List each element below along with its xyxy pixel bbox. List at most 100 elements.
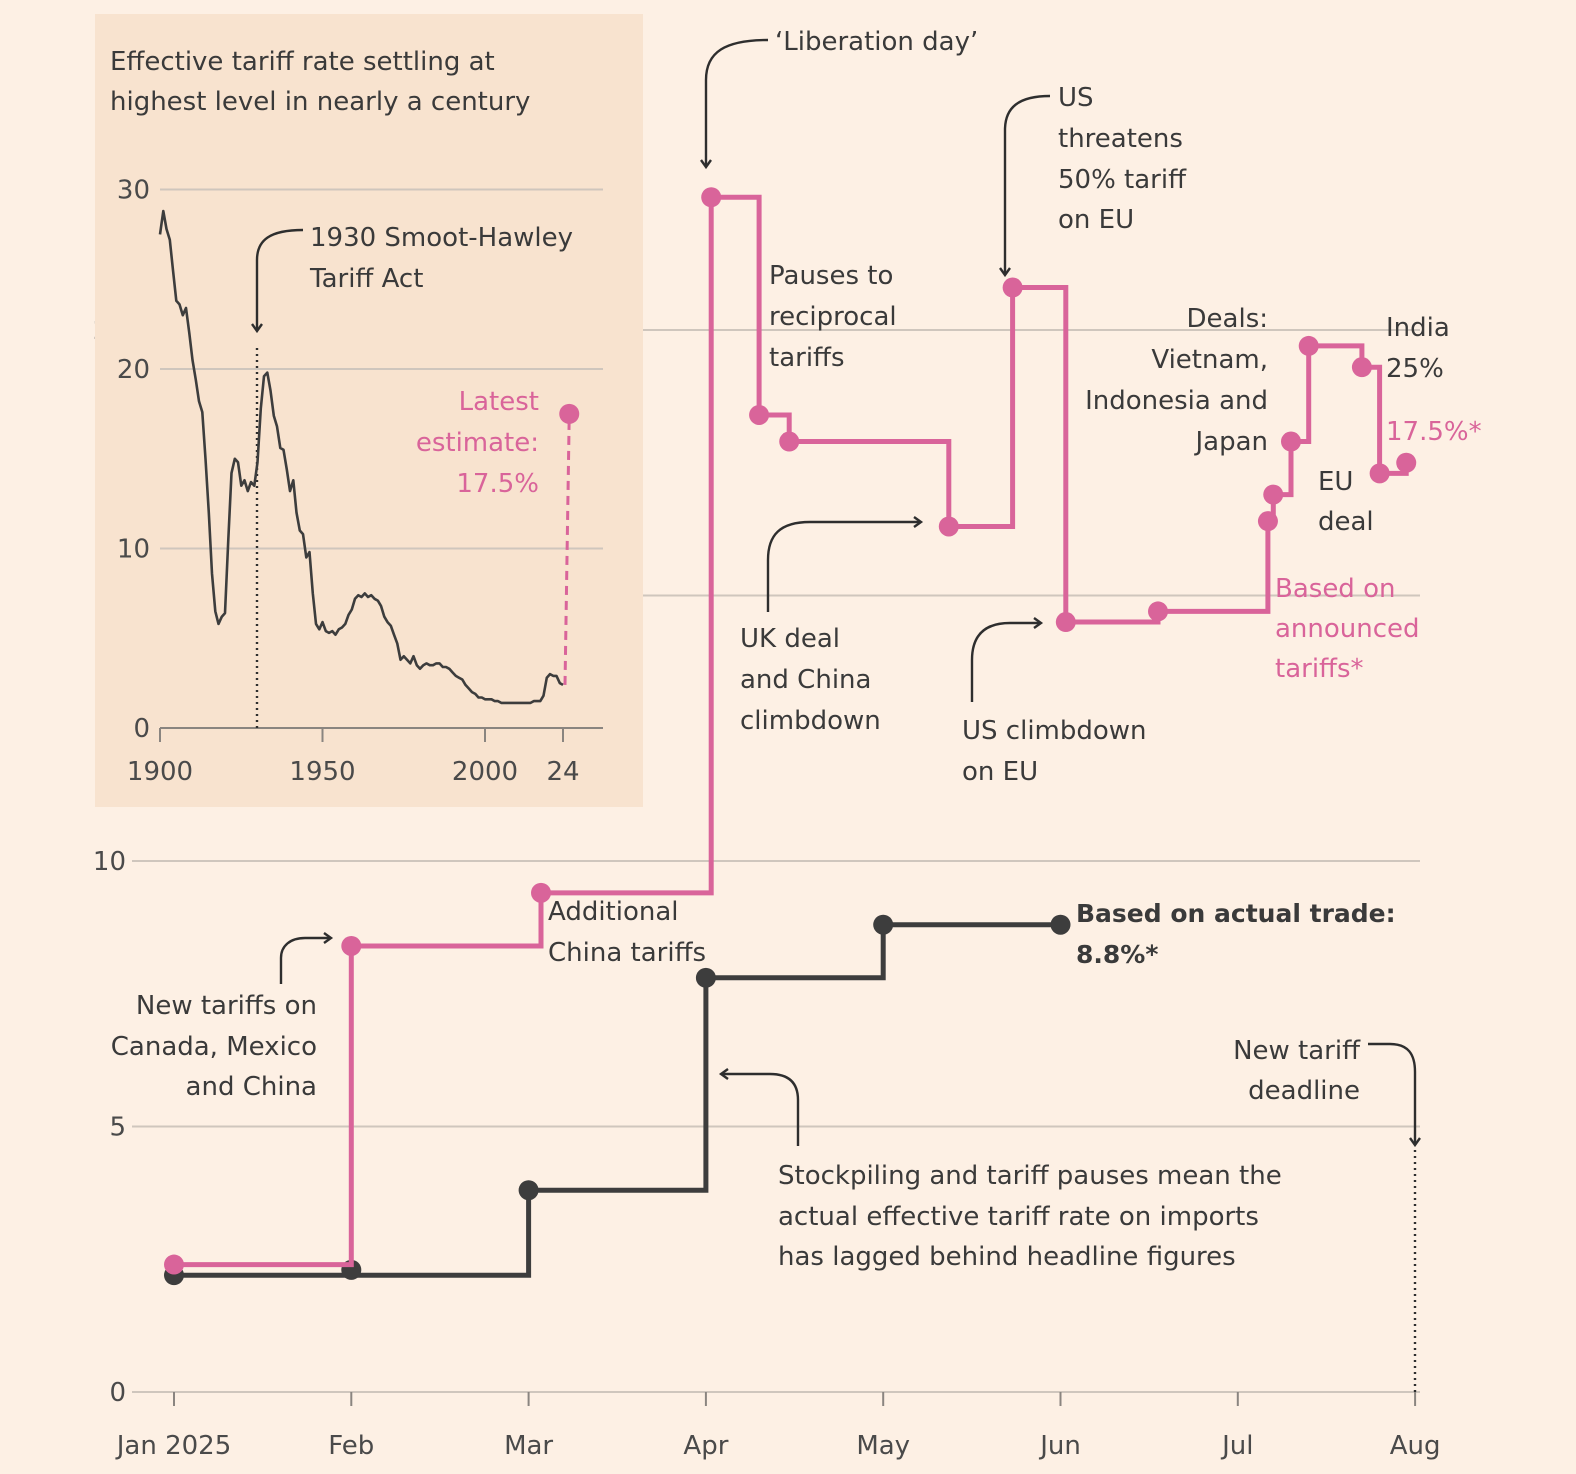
deals-label-line-3: Indonesia and [1085, 386, 1268, 416]
inset-y-tick-0: 0 [133, 714, 150, 744]
actual-trade-line [174, 922, 1061, 1278]
latest-estimate-line-3: 17.5% [456, 469, 539, 499]
announced-point-2 [531, 882, 552, 903]
uk-deal-label-line-2: and China [740, 665, 871, 695]
smoot-arrow-icon [251, 228, 304, 334]
us-threat-label-line-4: on EU [1058, 205, 1134, 235]
us-threat-label-line-2: threatens [1058, 124, 1183, 154]
eu-deal-label-line-2: deal [1318, 507, 1374, 537]
announced-point-15 [1369, 463, 1390, 484]
main-y-tick-10: 10 [93, 847, 126, 877]
inset-x-tick-2: 2000 [452, 757, 518, 787]
main-x-tick-0: Jan 2025 [115, 1431, 232, 1461]
new-tariffs-label-line-1: New tariffs on [136, 991, 317, 1021]
pauses-label-line-3: tariffs [769, 343, 845, 373]
main-series [164, 187, 1417, 1286]
stockpiling-label-line-3: has lagged behind headline figures [778, 1242, 1236, 1272]
announced-point-14 [1351, 357, 1372, 378]
us-climbdown-label-line-2: on EU [962, 757, 1038, 787]
us-threat-label-line-1: US [1058, 83, 1094, 113]
us-threat-arrow-icon [999, 94, 1051, 278]
based-actual-label-line-2: 8.8%* [1076, 940, 1158, 969]
latest-estimate-line-1: Latest [459, 387, 539, 417]
smoot-label-line-1: 1930 Smoot-Hawley [310, 223, 573, 253]
deadline-label-line-1: New tariff [1233, 1036, 1361, 1066]
announced-point-0 [164, 1254, 184, 1275]
inset-x-axis: 1900 1950 2000 24 [127, 728, 580, 787]
based-announced-label-line-2: announced [1275, 614, 1420, 644]
us-climbdown-label-line-1: US climbdown [962, 716, 1147, 746]
liberation-day-label: ‘Liberation day’ [775, 27, 978, 57]
announced-end-label: 17.5%* [1386, 417, 1482, 447]
announced-point-3 [701, 187, 722, 208]
inset-gridlines [160, 188, 603, 729]
inset-title-line-2: highest level in nearly a century [110, 87, 530, 117]
additional-china-label-line-1: Additional [548, 897, 679, 927]
uk-deal-arrow-icon [766, 516, 924, 612]
india-label-line-2: 25% [1386, 354, 1444, 384]
main-x-tick-5: Jun [1038, 1431, 1081, 1461]
main-x-tick-4: May [856, 1431, 910, 1461]
based-announced-label-line-3: tariffs* [1275, 654, 1364, 684]
liberation-arrow-icon [700, 38, 769, 170]
main-x-axis: Jan 2025 Feb Mar Apr May Jun Jul Aug [115, 1392, 1441, 1461]
uk-deal-label-line-1: UK deal [740, 624, 840, 654]
deadline-label-line-2: deadline [1248, 1076, 1360, 1106]
announced-point-8 [1055, 612, 1076, 633]
inset-y-tick-20: 20 [117, 355, 150, 385]
main-x-tick-6: Jul [1220, 1431, 1253, 1461]
latest-estimate-line-2: estimate: [416, 428, 539, 458]
inset-estimate-dashed-line [563, 413, 571, 685]
inset-y-tick-10: 10 [117, 535, 150, 565]
inset-y-axis: 0 10 20 30 [117, 176, 150, 745]
announced-point-5 [779, 431, 800, 452]
announced-point-6 [938, 516, 959, 537]
inset-x-tick-0: 1900 [127, 757, 193, 787]
eu-deal-label-line-1: EU [1318, 467, 1353, 497]
announced-point-4 [749, 404, 770, 425]
us-threat-label-line-3: 50% tariff [1058, 165, 1187, 195]
inset-series [158, 209, 580, 705]
pauses-label-line-2: reciprocal [769, 302, 897, 332]
deals-label-line-1: Deals: [1187, 304, 1268, 334]
based-actual-label-line-1: Based on actual trade: [1076, 899, 1396, 928]
stockpiling-label-line-1: Stockpiling and tariff pauses mean the [778, 1161, 1282, 1191]
main-y-tick-0: 0 [109, 1378, 126, 1408]
announced-point-11 [1263, 484, 1284, 505]
inset-y-tick-30: 30 [117, 176, 150, 206]
announced-point-10 [1257, 511, 1278, 532]
inset-title-line-1: Effective tariff rate settling at [110, 47, 495, 77]
announced-point-12 [1280, 431, 1301, 452]
new-tariffs-label-line-2: Canada, Mexico [111, 1032, 317, 1062]
additional-china-label-line-2: China tariffs [548, 938, 706, 968]
stockpiling-arrow-icon [718, 1068, 800, 1146]
main-x-tick-2: Mar [504, 1431, 553, 1461]
actual-point-4 [873, 914, 894, 935]
main-x-tick-7: Aug [1390, 1431, 1441, 1461]
india-label-line-1: India [1386, 313, 1450, 343]
deals-label-line-4: Japan [1193, 427, 1268, 457]
main-x-tick-1: Feb [328, 1431, 374, 1461]
actual-point-5 [1050, 914, 1071, 935]
announced-point-9 [1148, 601, 1169, 622]
new-tariffs-label-line-3: and China [186, 1072, 317, 1102]
us-climbdown-arrow-icon [970, 617, 1044, 702]
announced-point-13 [1298, 335, 1319, 356]
actual-point-2 [518, 1180, 539, 1201]
pauses-label-line-1: Pauses to [769, 261, 893, 291]
stockpiling-label-line-2: actual effective tariff rate on imports [778, 1202, 1259, 1232]
inset-latest-estimate-point [559, 403, 580, 424]
announced-point-1 [341, 935, 362, 956]
main-y-tick-5: 5 [109, 1113, 126, 1143]
inset-x-tick-1: 1950 [289, 757, 355, 787]
smoot-label-line-2: Tariff Act [309, 264, 423, 294]
inset-history-line [158, 209, 564, 705]
deals-label-line-2: Vietnam, [1151, 345, 1268, 375]
main-x-tick-3: Apr [683, 1431, 728, 1461]
actual-point-3 [695, 967, 716, 988]
announced-point-16 [1396, 452, 1417, 473]
inset-x-tick-3: 24 [546, 757, 579, 787]
announced-point-7 [1002, 277, 1023, 298]
uk-deal-label-line-3: climbdown [740, 706, 881, 736]
